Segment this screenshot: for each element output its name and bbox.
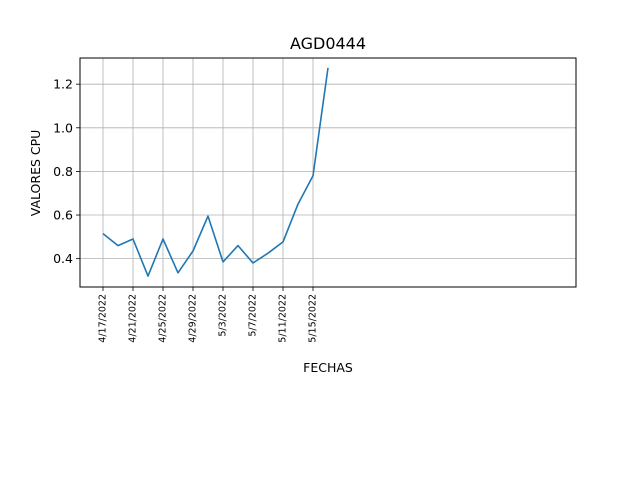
grid <box>80 58 576 287</box>
x-axis-label: FECHAS <box>303 360 353 375</box>
y-tick-label: 0.4 <box>53 251 73 266</box>
x-tick-label: 4/25/2022 <box>158 294 169 343</box>
x-axis: 4/17/2022 4/21/2022 4/25/2022 4/29/2022 5/3/… <box>98 287 319 343</box>
series-line <box>102 67 329 277</box>
y-axis-label: VALORES CPU <box>28 130 43 217</box>
y-tick-label: 0.6 <box>53 208 73 223</box>
plot-frame <box>79 57 577 288</box>
x-tick-label: 5/15/2022 <box>308 294 319 343</box>
x-tick-label: 5/7/2022 <box>248 294 259 337</box>
chart-title: AGD0444 <box>290 34 366 53</box>
series-layer <box>102 67 329 277</box>
x-tick-label: 4/17/2022 <box>98 294 109 343</box>
y-tick-label: 1.0 <box>53 120 73 135</box>
y-tick-label: 0.8 <box>53 164 73 179</box>
y-tick-label: 1.2 <box>53 77 73 92</box>
y-axis: 0.4 0.6 0.8 1.0 1.2 <box>53 77 80 266</box>
x-tick-label: 4/29/2022 <box>188 294 199 343</box>
x-tick-label: 4/21/2022 <box>128 294 139 343</box>
x-tick-label: 5/3/2022 <box>218 294 229 337</box>
x-tick-label: 5/11/2022 <box>278 294 289 343</box>
